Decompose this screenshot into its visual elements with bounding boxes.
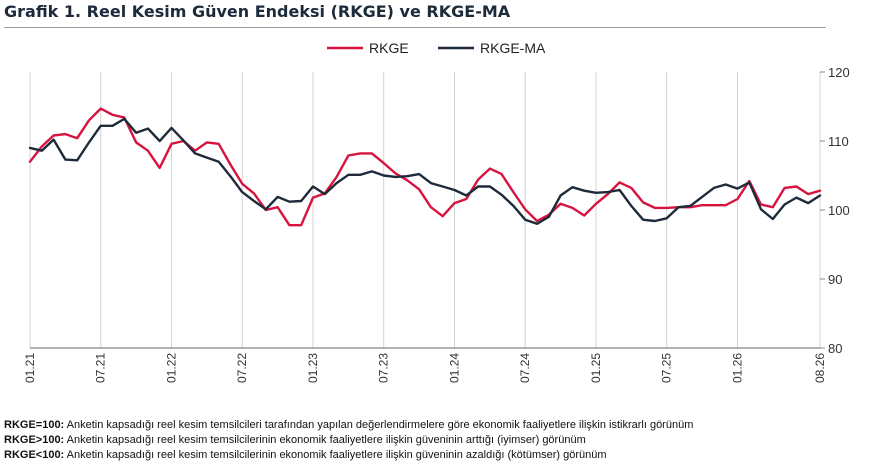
x-tick-label: 07.21 — [94, 353, 108, 383]
y-tick-label: 90 — [828, 272, 842, 287]
x-tick-label: 01.25 — [589, 353, 603, 383]
legend-label: RKGE-MA — [480, 40, 546, 56]
title-divider — [4, 27, 826, 28]
x-tick-label: 07.23 — [377, 353, 391, 383]
series-line-rkge-ma — [28, 117, 822, 226]
legend-label: RKGE — [369, 40, 409, 56]
chart-title: Grafik 1. Reel Kesim Güven Endeksi (RKGE… — [4, 2, 511, 21]
footnote-2: RKGE>100: Anketin kapsadığı reel kesim t… — [4, 434, 586, 446]
x-tick-label: 07.22 — [235, 353, 249, 383]
footnotes: RKGE=100: Anketin kapsadığı reel kesim t… — [4, 418, 693, 463]
footnote-3: RKGE<100: Anketin kapsadığı reel kesim t… — [4, 449, 607, 461]
footnote-1: RKGE=100: Anketin kapsadığı reel kesim t… — [4, 419, 694, 431]
series-line-rkge — [28, 107, 822, 227]
y-tick-label: 120 — [828, 65, 850, 80]
x-tick-label: 07.24 — [518, 353, 532, 383]
x-tick-label: 01.24 — [447, 353, 461, 383]
x-tick-label: 01.23 — [306, 353, 320, 383]
y-tick-label: 100 — [828, 203, 850, 218]
x-tick-label: 01.22 — [164, 353, 178, 383]
x-tick-label: 07.25 — [660, 353, 674, 383]
line-chart: 01.21 07.21 01.22 07.22 01.23 07.23 01.24 07.24… — [23, 40, 850, 383]
x-tick-label: 01.21 — [23, 353, 37, 383]
y-tick-label: 80 — [828, 341, 842, 356]
y-tick-label: 110 — [828, 134, 849, 149]
x-tick-label: 01.26 — [730, 353, 744, 383]
x-tick-label: 08.26 — [813, 353, 827, 383]
